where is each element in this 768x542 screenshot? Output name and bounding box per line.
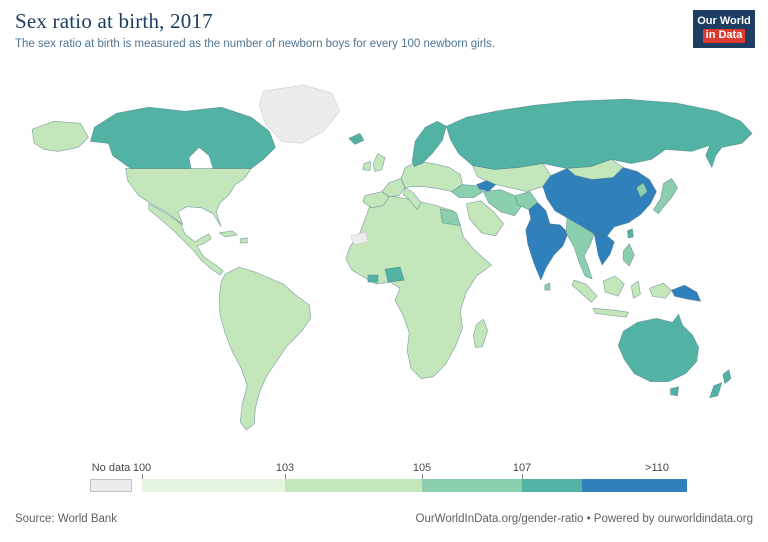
region-tasmania (670, 386, 679, 397)
legend-seg-bin1 (142, 479, 285, 492)
region-sumatra (571, 279, 598, 303)
source-note: Source: World Bank (15, 513, 118, 525)
region-italy (402, 187, 422, 211)
region-france (381, 178, 406, 198)
region-central-europe (400, 161, 463, 192)
legend-color-bar (142, 479, 687, 492)
region-cuba (218, 230, 238, 238)
region-philippines (622, 243, 635, 267)
legend-tick-103 (285, 474, 286, 479)
region-madagascar (473, 318, 488, 348)
region-canada (90, 106, 276, 169)
region-usa (125, 168, 252, 228)
region-russia (445, 98, 753, 170)
region-iran (483, 189, 523, 217)
legend-seg-bin4 (522, 479, 582, 492)
legend-no-data-label: No data (91, 462, 131, 474)
region-scandinavia (411, 120, 447, 167)
region-caucasus (476, 180, 496, 192)
owid-logo: Our World in Data (693, 10, 755, 48)
region-south-america (218, 266, 311, 431)
region-vietnam (593, 233, 615, 266)
legend-tick-label-110plus: >110 (645, 462, 669, 474)
region-new-zealand-south (709, 382, 723, 399)
region-united-kingdom (372, 153, 386, 172)
page-title: Sex ratio at birth, 2017 (15, 9, 213, 33)
region-australia (617, 313, 700, 383)
region-west-papua (649, 282, 672, 299)
credit-link[interactable]: OurWorldInData.org/gender-ratio • Powere… (415, 513, 754, 525)
region-ireland (362, 161, 372, 171)
legend-tick-label-105: 105 (412, 462, 432, 474)
region-ivory-coast (367, 274, 379, 283)
legend-seg-bin3 (422, 479, 522, 492)
world-choropleth-map (12, 82, 756, 438)
region-taiwan (626, 228, 634, 239)
legend-tick-107 (522, 474, 523, 479)
legend-tick-label-107: 107 (512, 462, 532, 474)
region-nigeria (384, 266, 405, 283)
region-korea (636, 182, 648, 199)
legend-no-data-swatch (90, 479, 132, 492)
region-sulawesi (630, 280, 641, 299)
region-java (592, 307, 629, 318)
world-map (31, 84, 753, 431)
region-hispaniola (239, 237, 248, 244)
region-egypt (439, 208, 461, 227)
legend-tick-label-103: 103 (275, 462, 295, 474)
chart-subtitle: The sex ratio at birth is measured as th… (15, 38, 496, 50)
region-mainland-southeast-asia (565, 217, 595, 280)
map-legend: No data 100 103 105 107 >110 (88, 462, 708, 498)
legend-tick-105 (422, 474, 423, 479)
region-new-zealand-north (722, 369, 732, 385)
region-africa (345, 195, 492, 379)
legend-seg-bin5 (582, 479, 687, 492)
region-western-sahara (350, 231, 369, 246)
legend-seg-bin2 (285, 479, 422, 492)
region-alaska (31, 120, 89, 152)
region-sri-lanka (544, 282, 551, 291)
region-borneo (602, 275, 625, 297)
region-arabian-peninsula (466, 200, 504, 237)
region-papua-new-guinea (671, 284, 702, 302)
region-india (525, 218, 569, 281)
region-iceland (348, 132, 365, 145)
legend-tick-label-100: 100 (132, 462, 152, 474)
world-map-svg (31, 84, 753, 431)
owid-logo-line1: Our World (697, 15, 751, 28)
legend-tick-100 (142, 474, 143, 479)
region-japan (653, 178, 678, 215)
region-mexico-central-america (148, 203, 224, 276)
owid-logo-line2: in Data (702, 29, 746, 43)
region-greenland (258, 84, 341, 144)
